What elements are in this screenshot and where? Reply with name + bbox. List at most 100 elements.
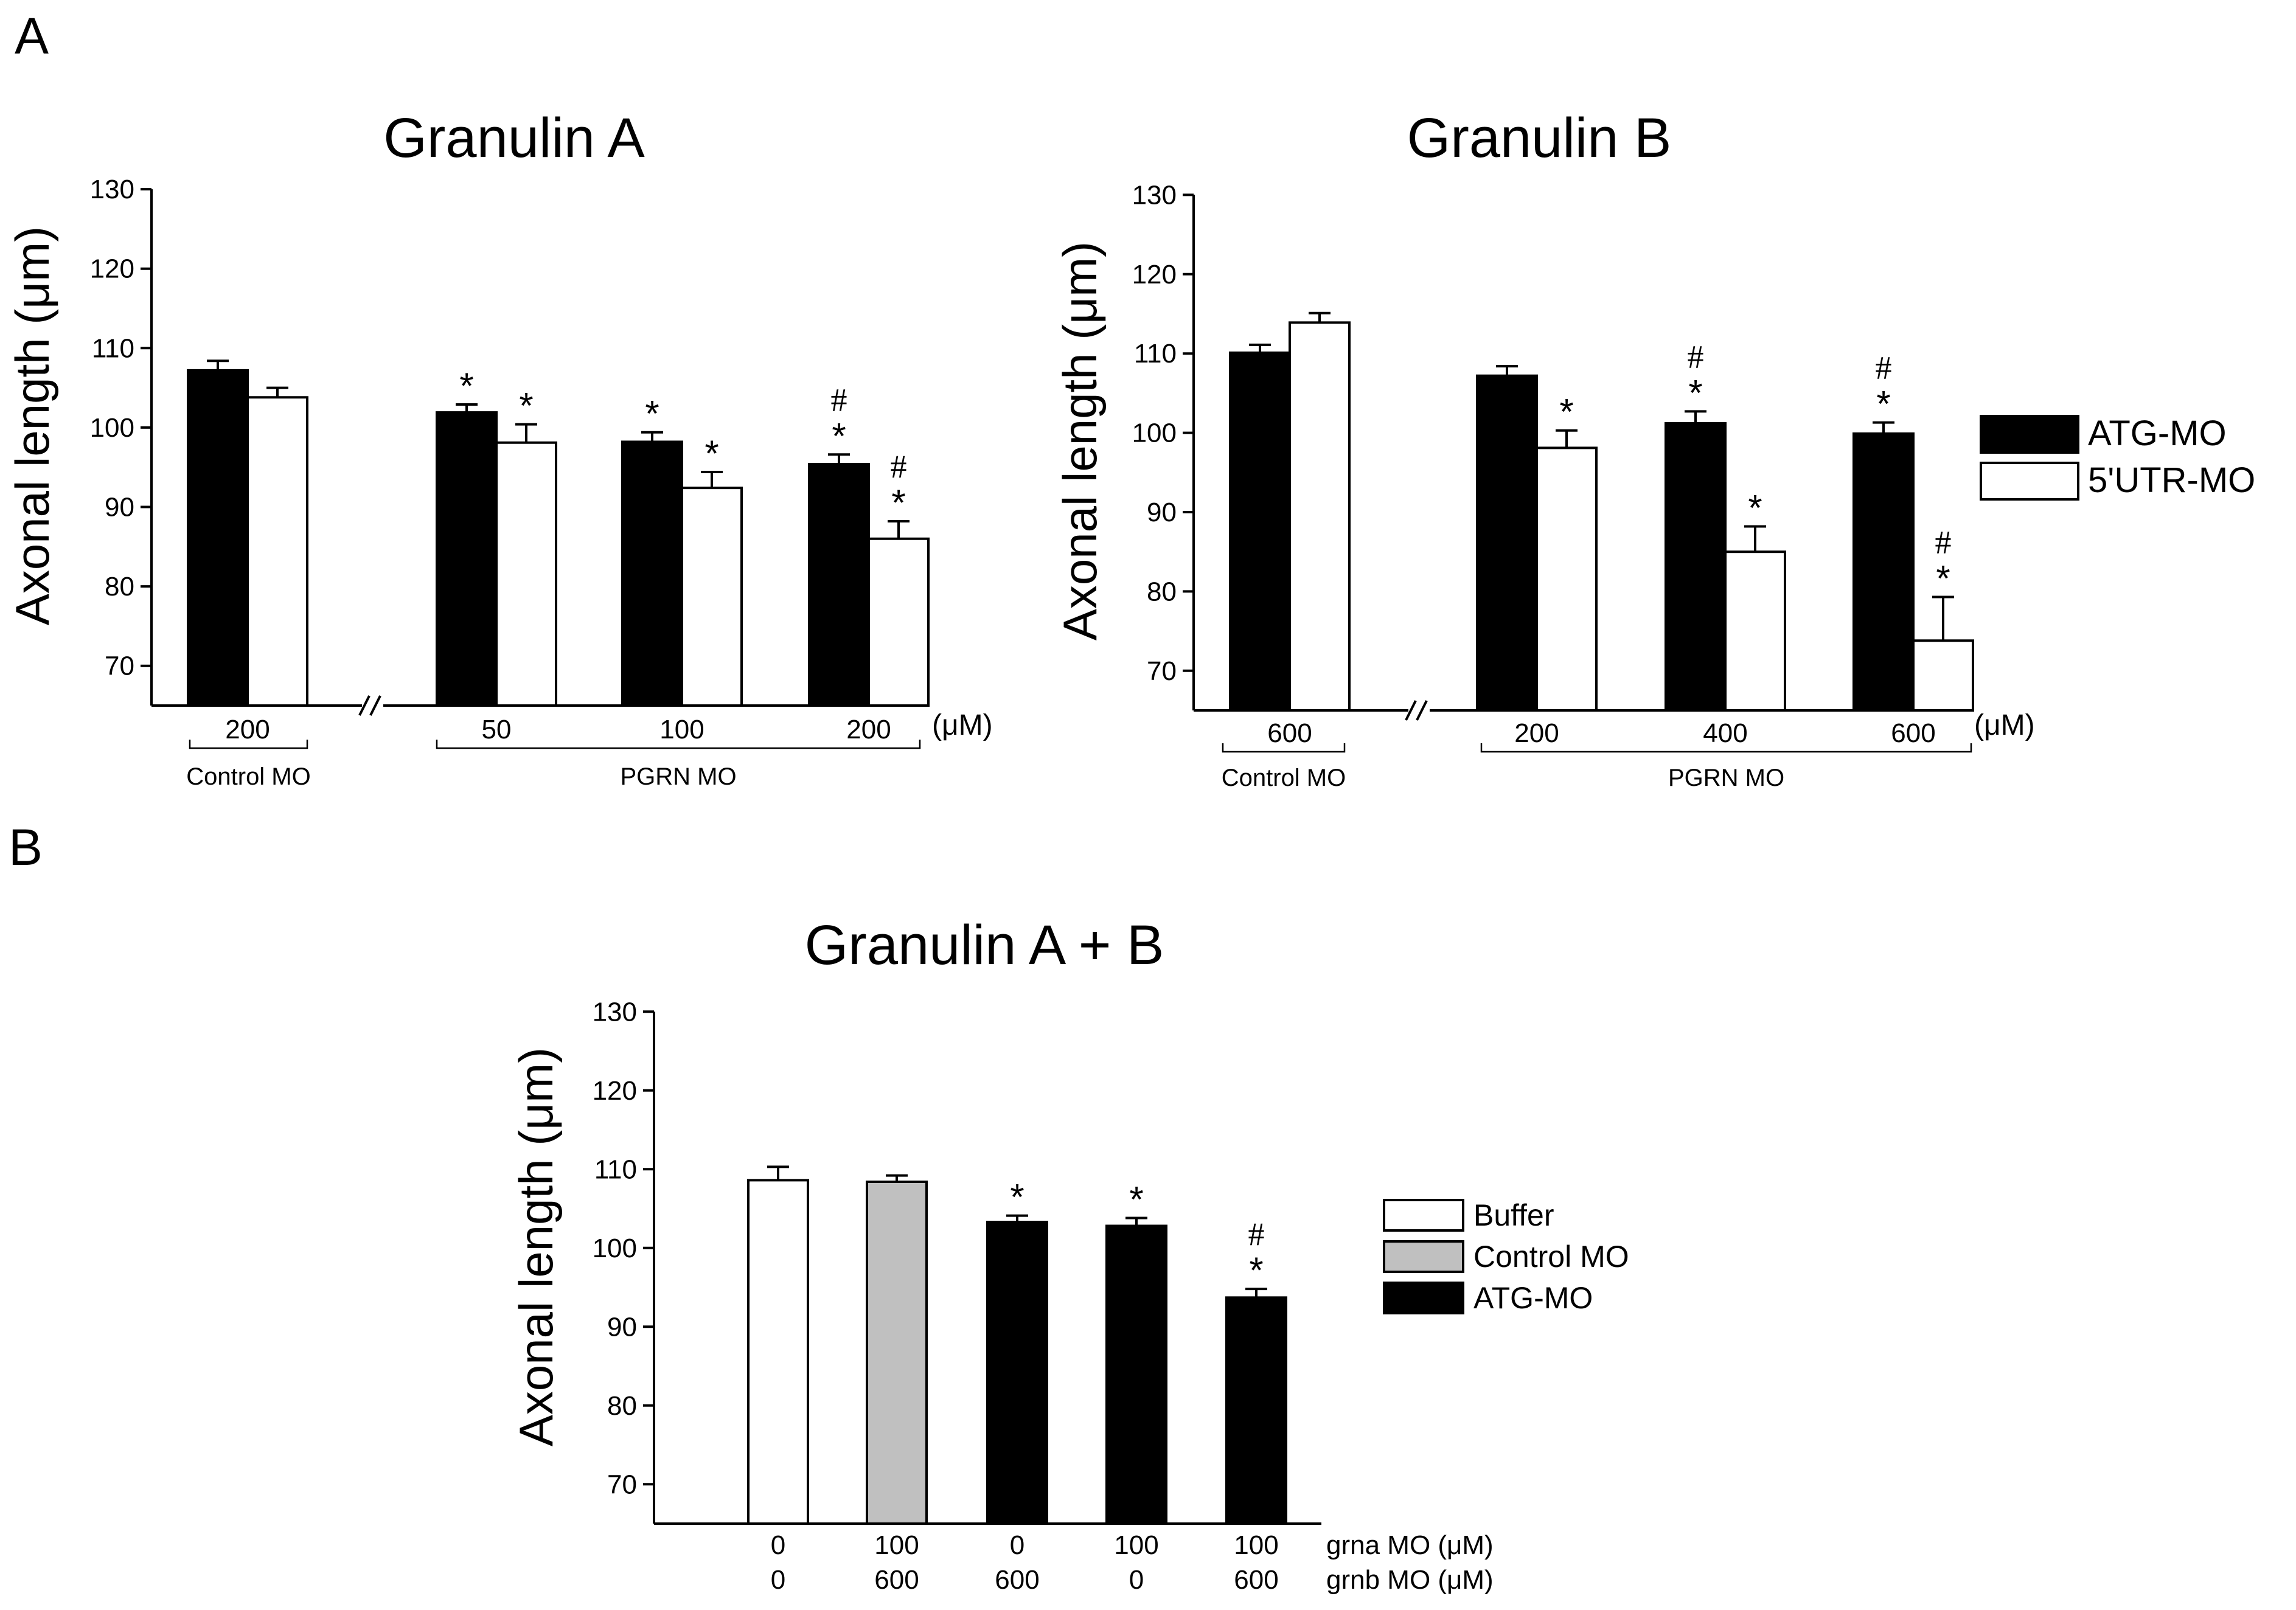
significance-marker: * bbox=[1936, 558, 1950, 599]
y-tick-label: 100 bbox=[90, 413, 134, 443]
bar bbox=[868, 537, 930, 707]
chart-title: Granulin A bbox=[383, 107, 645, 169]
bar bbox=[187, 369, 249, 707]
legend-label: ATG-MO bbox=[1473, 1281, 1593, 1315]
legend-panel-a: ATG-MO 5'UTR-MO bbox=[1980, 414, 2255, 501]
unit-label: (μM) bbox=[1974, 709, 2035, 741]
significance-marker: * bbox=[519, 386, 533, 426]
y-tick-label: 90 bbox=[1147, 498, 1177, 527]
significance-marker: * bbox=[832, 415, 846, 456]
bar bbox=[866, 1180, 928, 1525]
bar bbox=[495, 441, 557, 707]
bar bbox=[1225, 1296, 1287, 1525]
significance-marker: * bbox=[1748, 487, 1762, 528]
y-tick-label: 70 bbox=[607, 1469, 637, 1499]
group-bracket bbox=[436, 740, 921, 749]
y-tick-label: 80 bbox=[105, 572, 134, 602]
bar bbox=[986, 1221, 1048, 1525]
x-tick-label-grna: 100 bbox=[1114, 1530, 1158, 1560]
bar bbox=[1536, 446, 1598, 712]
y-tick-label: 130 bbox=[90, 175, 134, 204]
x-tick-label: 200 bbox=[225, 715, 270, 744]
panel-a-letter: A bbox=[15, 7, 49, 64]
legend-label: Control MO bbox=[1473, 1240, 1629, 1274]
significance-marker: * bbox=[891, 482, 905, 523]
bar bbox=[246, 396, 308, 707]
axis-break-mark bbox=[1405, 700, 1417, 721]
y-tick-label: 110 bbox=[594, 1154, 637, 1184]
axis-break-mark bbox=[358, 695, 370, 716]
significance-marker: # bbox=[1876, 350, 1892, 386]
bar bbox=[747, 1179, 809, 1525]
significance-marker: * bbox=[1688, 372, 1702, 413]
legend-swatch bbox=[1383, 1199, 1464, 1232]
bar bbox=[681, 487, 743, 707]
y-tick-label: 90 bbox=[105, 493, 134, 522]
chart-granulin-b: Granulin B Axonal length (μm) (μM) 70 80 9… bbox=[1053, 107, 2035, 791]
chart-title: Granulin A + B bbox=[805, 914, 1164, 976]
y-tick-label: 120 bbox=[1132, 260, 1177, 290]
y-tick-label: 90 bbox=[607, 1312, 637, 1342]
y-tick-label: 80 bbox=[607, 1391, 637, 1421]
legend-swatch bbox=[1980, 462, 2079, 501]
panel-b-letter: B bbox=[9, 819, 43, 876]
significance-marker: # bbox=[831, 381, 847, 418]
y-tick-label: 70 bbox=[105, 651, 134, 681]
x-tick-label-grnb: 600 bbox=[1234, 1565, 1278, 1595]
significance-marker: * bbox=[704, 433, 718, 474]
bar bbox=[808, 462, 870, 707]
significance-marker: * bbox=[1876, 384, 1890, 425]
x-tick-label-grna: 0 bbox=[771, 1530, 785, 1560]
row-label-grna: grna MO (μM) bbox=[1326, 1530, 1494, 1560]
row-label-grnb: grnb MO (μM) bbox=[1326, 1565, 1494, 1595]
x-tick-label-grnb: 0 bbox=[1129, 1565, 1144, 1595]
unit-label: (μM) bbox=[932, 709, 993, 741]
significance-marker: # bbox=[1248, 1216, 1265, 1252]
x-tick-label-grnb: 0 bbox=[771, 1565, 785, 1595]
x-tick-label: 200 bbox=[1514, 718, 1559, 748]
significance-marker: * bbox=[1129, 1179, 1143, 1220]
y-tick-label: 110 bbox=[92, 333, 134, 363]
x-tick-label: 400 bbox=[1703, 718, 1747, 748]
bar bbox=[1724, 550, 1786, 712]
y-tick-label: 120 bbox=[90, 254, 134, 284]
bar bbox=[436, 411, 498, 707]
x-tick-label-grnb: 600 bbox=[995, 1565, 1039, 1595]
group-bracket bbox=[1222, 743, 1346, 753]
bar bbox=[1105, 1224, 1167, 1525]
y-tick-label: 130 bbox=[1132, 180, 1177, 210]
legend-panel-b: Buffer Control MO ATG-MO bbox=[1383, 1198, 1629, 1315]
group-label-pgrn: PGRN MO bbox=[620, 763, 736, 790]
group-label-pgrn: PGRN MO bbox=[1668, 765, 1784, 791]
chart-granulin-a: Granulin A Axonal length (μm) (μM) 70 80 9… bbox=[5, 107, 993, 790]
bar bbox=[1665, 422, 1727, 712]
axis-break-mark bbox=[1416, 700, 1428, 721]
legend-swatch bbox=[1383, 1282, 1464, 1314]
group-bracket bbox=[189, 740, 308, 749]
legend-label: Buffer bbox=[1473, 1198, 1554, 1232]
y-axis-label: Axonal length (μm) bbox=[1053, 241, 1107, 640]
group-label-control: Control MO bbox=[186, 763, 311, 790]
x-tick-label: 600 bbox=[1891, 718, 1935, 748]
chart-granulin-ab: Granulin A + B Axonal length (μm) 70 80 90… bbox=[509, 914, 1494, 1595]
significance-marker: * bbox=[1010, 1177, 1024, 1218]
significance-marker: * bbox=[1249, 1250, 1263, 1291]
y-tick-label: 100 bbox=[1132, 418, 1177, 448]
y-tick-label: 80 bbox=[1147, 577, 1177, 606]
bar bbox=[621, 440, 683, 707]
y-axis-label: Axonal length (μm) bbox=[5, 226, 59, 625]
legend-label: 5'UTR-MO bbox=[2088, 460, 2255, 500]
y-tick-label: 70 bbox=[1147, 656, 1177, 686]
significance-marker: # bbox=[891, 448, 907, 485]
x-tick-label-grna: 100 bbox=[1234, 1530, 1278, 1560]
group-label-control: Control MO bbox=[1222, 765, 1346, 791]
bar bbox=[1852, 432, 1915, 712]
y-tick-label: 120 bbox=[593, 1076, 637, 1106]
x-tick-label-grna: 0 bbox=[1010, 1530, 1025, 1560]
axis-break-mark bbox=[369, 695, 381, 716]
significance-marker: # bbox=[1688, 338, 1704, 375]
significance-marker: * bbox=[645, 394, 659, 434]
bar bbox=[1289, 321, 1351, 712]
group-bracket bbox=[1480, 743, 1972, 753]
